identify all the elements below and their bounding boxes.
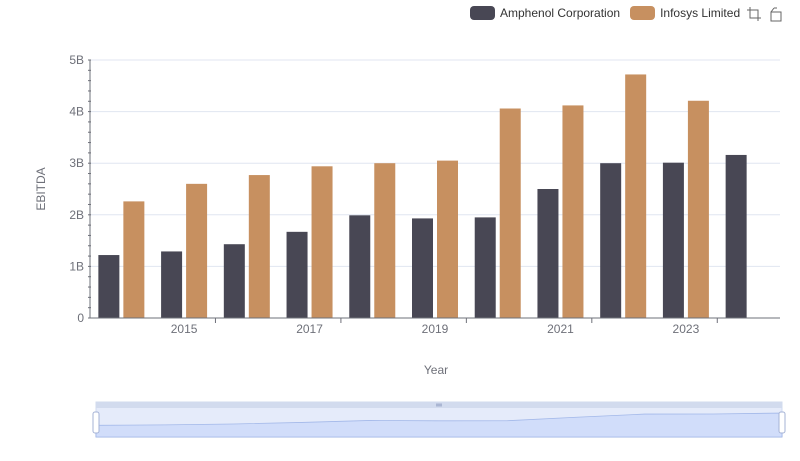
bar-amphenol-2018[interactable]	[349, 215, 371, 318]
legend-item-amphenol[interactable]: Amphenol Corporation	[470, 6, 620, 20]
bar-infosys-2020[interactable]	[499, 108, 521, 318]
x-tick-label: 2015	[171, 322, 198, 336]
bar-infosys-2016[interactable]	[248, 175, 270, 318]
bar-infosys-2015[interactable]	[186, 183, 208, 318]
legend: Amphenol Corporation Infosys Limited	[470, 4, 750, 22]
y-tick-label: 5B	[69, 53, 84, 67]
bar-amphenol-2024[interactable]	[725, 154, 747, 318]
y-tick-label: 4B	[69, 105, 84, 119]
toolbox	[746, 6, 790, 22]
legend-swatch-infosys	[630, 6, 656, 20]
y-tick-label: 0	[77, 311, 84, 325]
bars	[98, 74, 747, 319]
datazoom-grip-icon[interactable]	[436, 403, 442, 407]
bar-infosys-2019[interactable]	[437, 160, 458, 318]
bar-infosys-2022[interactable]	[625, 74, 647, 318]
bar-infosys-2021[interactable]	[562, 105, 584, 319]
legend-label-infosys: Infosys Limited	[660, 6, 741, 20]
bar-amphenol-2015[interactable]	[161, 251, 183, 318]
bar-amphenol-2022[interactable]	[600, 163, 622, 318]
axes: 0 1B 2B 3B 4B 5B 2015 2017 2019 2021 2023	[69, 53, 780, 336]
x-tick-label: 2017	[296, 322, 323, 336]
bar-amphenol-2023[interactable]	[662, 162, 684, 318]
datazoom-left-handle[interactable]	[92, 411, 100, 434]
bar-infosys-2018[interactable]	[374, 163, 396, 318]
datazoom-right-handle[interactable]	[778, 411, 786, 434]
legend-item-infosys[interactable]: Infosys Limited	[630, 6, 740, 20]
bar-amphenol-2020[interactable]	[474, 217, 496, 318]
x-tick-label: 2021	[547, 322, 574, 336]
bar-amphenol-2016[interactable]	[223, 244, 245, 318]
datazoom-slider[interactable]	[92, 401, 786, 438]
y-tick-label: 3B	[69, 156, 84, 170]
bar-infosys-2017[interactable]	[311, 166, 333, 318]
zoom-icon[interactable]	[746, 6, 762, 22]
y-tick-label: 2B	[69, 208, 84, 222]
bar-amphenol-2017[interactable]	[286, 231, 308, 318]
x-tick-label: 2023	[673, 322, 700, 336]
bar-infosys-2023[interactable]	[687, 100, 709, 318]
x-tick-label: 2019	[422, 322, 449, 336]
bar-amphenol-2014[interactable]	[98, 255, 120, 318]
bar-amphenol-2019[interactable]	[412, 218, 433, 318]
datazoom-selection[interactable]	[96, 408, 782, 437]
bar-amphenol-2021[interactable]	[537, 189, 559, 318]
legend-label-amphenol: Amphenol Corporation	[500, 6, 621, 20]
restore-icon[interactable]	[768, 6, 784, 22]
y-tick-label: 1B	[69, 259, 84, 273]
y-axis-title: EBITDA	[34, 167, 48, 210]
legend-swatch-amphenol	[470, 6, 495, 20]
x-axis-title: Year	[424, 363, 448, 377]
bar-infosys-2014[interactable]	[123, 201, 145, 318]
